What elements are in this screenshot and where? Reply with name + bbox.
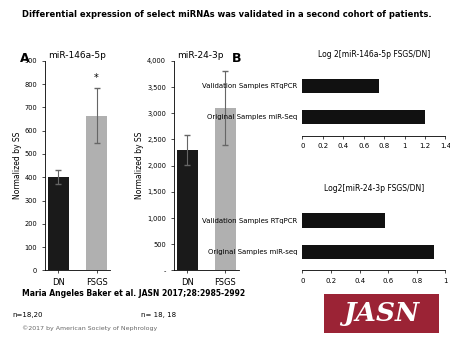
Bar bbox=[302, 245, 434, 259]
Text: *: * bbox=[94, 73, 99, 83]
Text: miR-146a-5p: miR-146a-5p bbox=[48, 51, 106, 60]
Y-axis label: Normalized by SS: Normalized by SS bbox=[135, 132, 144, 199]
Title: Log2[miR-24-3p FSGS/DN]: Log2[miR-24-3p FSGS/DN] bbox=[324, 185, 424, 193]
Text: JASN: JASN bbox=[343, 301, 419, 326]
Y-axis label: Normalized by SS: Normalized by SS bbox=[13, 132, 22, 199]
Text: n= 18, 18: n= 18, 18 bbox=[141, 312, 176, 318]
Bar bbox=[302, 214, 385, 227]
Bar bbox=[48, 177, 69, 270]
Text: B: B bbox=[232, 52, 242, 65]
Bar bbox=[302, 110, 425, 124]
Text: Differential expression of select miRNAs was validated in a second cohort of pat: Differential expression of select miRNAs… bbox=[22, 10, 432, 19]
Bar bbox=[215, 108, 236, 270]
Text: miR-24-3p: miR-24-3p bbox=[177, 51, 224, 60]
Text: n=18,20: n=18,20 bbox=[13, 312, 43, 318]
Text: ©2017 by American Society of Nephrology: ©2017 by American Society of Nephrology bbox=[22, 325, 158, 331]
Text: A: A bbox=[20, 52, 30, 65]
Text: Maria Angeles Baker et al. JASN 2017;28:2985-2992: Maria Angeles Baker et al. JASN 2017;28:… bbox=[22, 289, 246, 298]
Title: Log 2[miR-146a-5p FSGS/DN]: Log 2[miR-146a-5p FSGS/DN] bbox=[318, 50, 430, 59]
Bar bbox=[177, 150, 198, 270]
Bar bbox=[86, 116, 107, 270]
Bar bbox=[302, 79, 379, 93]
